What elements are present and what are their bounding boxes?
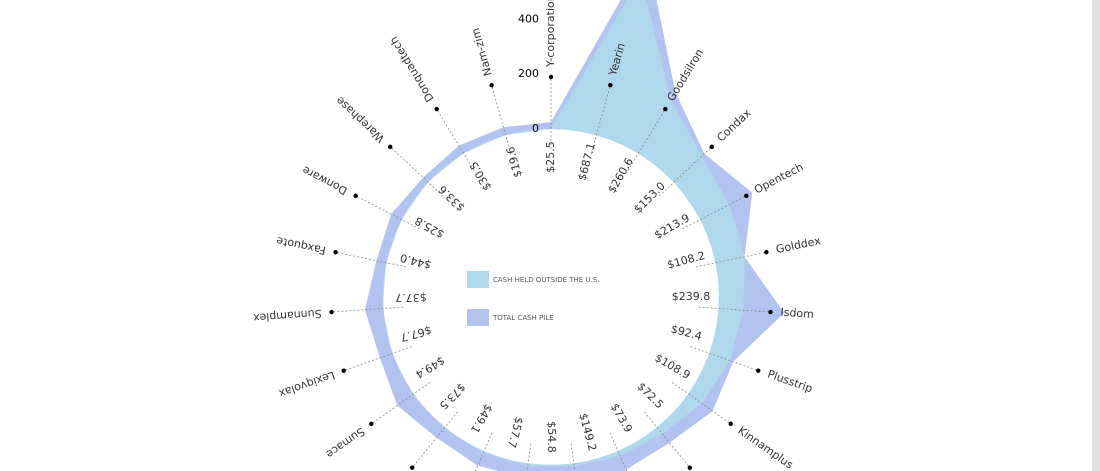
category-label: Isdom xyxy=(780,306,814,321)
value-label: $49.4 xyxy=(413,354,447,381)
category-dot xyxy=(768,309,773,315)
value-label: $92.4 xyxy=(669,322,703,343)
category-label: Golddex xyxy=(775,234,823,256)
value-label: $153.0 xyxy=(631,179,667,215)
category-dot xyxy=(687,465,693,470)
category-dot xyxy=(608,82,613,88)
category-label: Sumace xyxy=(323,425,367,461)
scrollbar[interactable] xyxy=(1092,0,1100,471)
guide-line xyxy=(474,432,493,471)
value-label: $108.2 xyxy=(666,249,707,272)
guide-line xyxy=(682,195,747,230)
guide-line xyxy=(411,411,458,468)
category-dot xyxy=(744,193,749,198)
guide-line xyxy=(331,306,404,313)
category-label: Donquadtech xyxy=(387,34,437,104)
guide-line xyxy=(695,251,767,268)
guide-line xyxy=(690,346,759,372)
category-dot xyxy=(434,106,439,112)
value-label: $19.6 xyxy=(504,145,525,179)
value-label: $687.1 xyxy=(575,141,598,182)
guide-line xyxy=(343,346,412,372)
value-label: $73.5 xyxy=(437,381,468,412)
category-dot xyxy=(388,144,393,150)
category-label: Nam-zim xyxy=(469,27,495,78)
category-label: Sunnamplex xyxy=(252,307,322,325)
radial-axis-tick: 0 xyxy=(532,122,539,135)
value-label: $44.0 xyxy=(399,251,433,272)
category-label: Donware xyxy=(300,163,350,197)
value-label: $25.8 xyxy=(413,214,447,241)
value-label: $67.7 xyxy=(399,323,433,344)
legend-label-outside: CASH HELD OUTSIDE THE U.S. xyxy=(493,275,600,284)
category-dot xyxy=(489,82,494,88)
value-label: $108.9 xyxy=(653,351,693,382)
legend-swatch-total xyxy=(467,309,489,326)
guide-line xyxy=(570,443,576,471)
category-dot xyxy=(728,421,733,427)
value-label: $260.6 xyxy=(605,156,636,196)
category-label: Y-corporation xyxy=(544,0,557,68)
guide-line xyxy=(658,146,713,197)
category-dot xyxy=(329,309,334,315)
guide-line xyxy=(389,146,444,197)
category-dot xyxy=(409,465,415,470)
category-dot xyxy=(353,193,358,198)
radial-axis-tick: 400 xyxy=(518,12,539,25)
guide-line xyxy=(644,411,691,468)
category-dot xyxy=(333,250,338,255)
category-dot xyxy=(764,250,769,255)
value-label: $57.7 xyxy=(505,415,526,449)
category-label: Warephase xyxy=(333,94,387,145)
guide-line xyxy=(526,443,532,471)
legend-label-total: TOTAL CASH PILE xyxy=(493,313,554,322)
category-label: Kinnamplus xyxy=(735,424,795,471)
legend-item-outside: CASH HELD OUTSIDE THE U.S. xyxy=(467,271,599,288)
radial-axis-tick: 200 xyxy=(518,67,539,80)
value-label: $30.5 xyxy=(467,159,494,193)
category-label: Faxquote xyxy=(275,234,327,257)
guide-line xyxy=(671,382,731,425)
category-dot xyxy=(548,74,554,80)
value-label: $37.7 xyxy=(395,291,427,304)
value-label: $213.9 xyxy=(652,211,692,242)
guide-line xyxy=(609,432,628,471)
category-dot xyxy=(369,421,374,427)
value-label: $54.8 xyxy=(545,421,558,453)
category-label: Lexiqvolax xyxy=(277,368,337,400)
category-label: Condax xyxy=(714,106,754,144)
guide-line xyxy=(491,85,512,155)
value-label: $149.2 xyxy=(576,412,599,453)
guide-line xyxy=(590,85,611,155)
value-label: $239.8 xyxy=(672,290,711,303)
category-label: Plusstrip xyxy=(766,367,815,395)
value-label: $73.9 xyxy=(608,401,635,435)
category-dot xyxy=(663,106,668,112)
guide-line xyxy=(335,251,407,268)
guide-line xyxy=(627,108,666,171)
guide-line xyxy=(698,306,771,313)
category-dot xyxy=(709,144,714,150)
category-dot xyxy=(341,368,346,373)
legend-swatch-outside xyxy=(467,271,489,288)
legend-item-total: TOTAL CASH PILE xyxy=(467,309,554,326)
value-label: $25.5 xyxy=(544,141,557,173)
guide-line xyxy=(436,108,475,171)
guide-line xyxy=(371,382,431,425)
series-area-outside xyxy=(382,0,745,467)
category-dot xyxy=(756,368,761,373)
guide-line xyxy=(355,195,420,230)
value-label: $33.6 xyxy=(436,183,467,214)
value-label: $49.1 xyxy=(468,402,495,436)
value-label: $72.5 xyxy=(635,380,666,411)
category-label: Opentech xyxy=(752,160,805,196)
